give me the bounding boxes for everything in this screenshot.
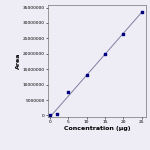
Point: [56, 113, 58, 115]
Y-axis label: Area: Area: [16, 52, 21, 69]
Point: [122, 33, 125, 35]
Point: [49, 114, 51, 117]
Point: [85, 74, 88, 77]
Point: [67, 91, 69, 94]
X-axis label: Concentration (µg): Concentration (µg): [63, 126, 130, 131]
Point: [141, 11, 143, 13]
Point: [104, 53, 106, 55]
